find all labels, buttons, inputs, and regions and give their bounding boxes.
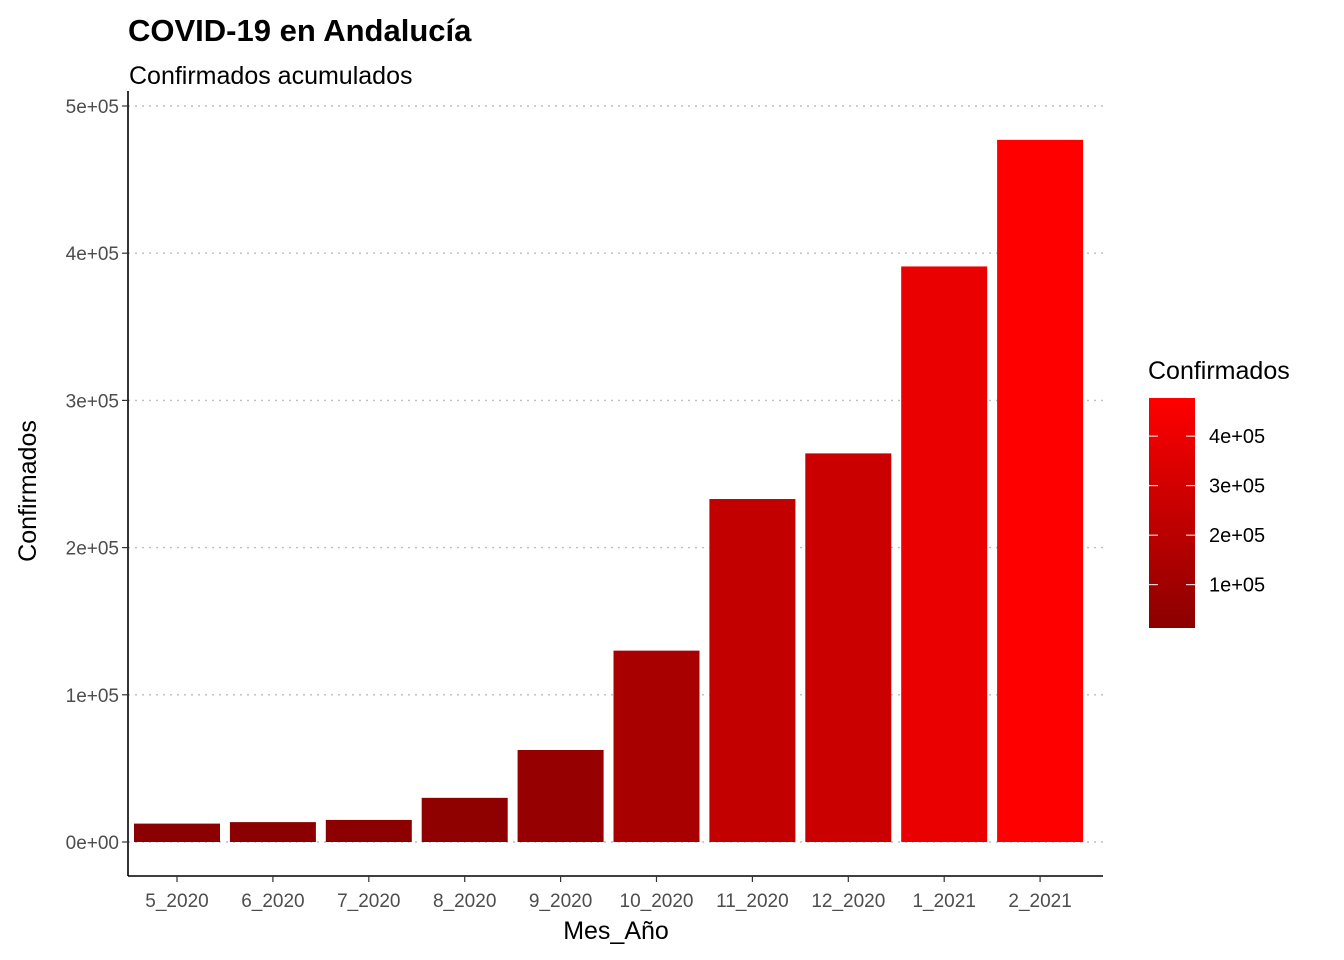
bar-2_2021 [997,139,1084,842]
x-tick-label: 8_2020 [433,891,496,912]
legend-tick-label: 1e+05 [1209,575,1265,597]
x-tick-label: 2_2021 [1008,891,1071,912]
y-axis-title: Confirmados [14,420,42,562]
chart-title: COVID-19 en Andalucía [128,13,472,48]
legend-colorbar [1149,398,1195,628]
y-axis-ticks: 0e+00 1e+05 2e+05 3e+05 4e+05 5e+05 [66,97,128,854]
x-tick-label: 6_2020 [241,891,304,912]
legend-ticks: 1e+05 2e+05 3e+05 4e+05 [1149,426,1265,597]
x-tick-label: 10_2020 [620,891,694,912]
bar-6_2020 [229,822,316,842]
y-tick-label: 2e+05 [66,539,119,560]
bar-12_2020 [805,453,892,842]
bar-10_2020 [613,650,700,842]
x-tick-label: 5_2020 [145,891,208,912]
legend-tick-label: 2e+05 [1209,525,1265,547]
legend-tick-label: 3e+05 [1209,476,1265,498]
x-tick-label: 12_2020 [811,891,885,912]
y-tick-label: 3e+05 [66,391,119,412]
y-tick-label: 5e+05 [66,97,119,118]
x-tick-label: 1_2021 [912,891,975,912]
chart-subtitle: Confirmados acumulados [129,62,412,90]
bar-7_2020 [325,819,412,842]
x-tick-label: 9_2020 [529,891,592,912]
y-tick-label: 4e+05 [66,244,119,265]
x-axis-title: Mes_Año [563,917,669,945]
x-axis-ticks: 5_2020 6_2020 7_2020 8_2020 9_2020 10_2020 11_… [145,876,1072,912]
bar-1_2021 [901,266,988,842]
axes [127,91,1103,877]
x-tick-label: 7_2020 [337,891,400,912]
bar-11_2020 [709,499,796,842]
bar-8_2020 [421,797,508,842]
bar-9_2020 [517,750,604,842]
x-tick-label: 11_2020 [716,891,789,912]
legend-title: Confirmados [1148,357,1290,385]
y-tick-label: 1e+05 [66,686,119,707]
y-tick-label: 0e+00 [66,833,119,854]
bar-5_2020 [134,823,220,842]
legend-tick-label: 4e+05 [1209,426,1265,448]
legend: Confirmados 1e+05 2e+05 3e+05 4e+05 [1148,357,1290,628]
bars [134,139,1084,842]
